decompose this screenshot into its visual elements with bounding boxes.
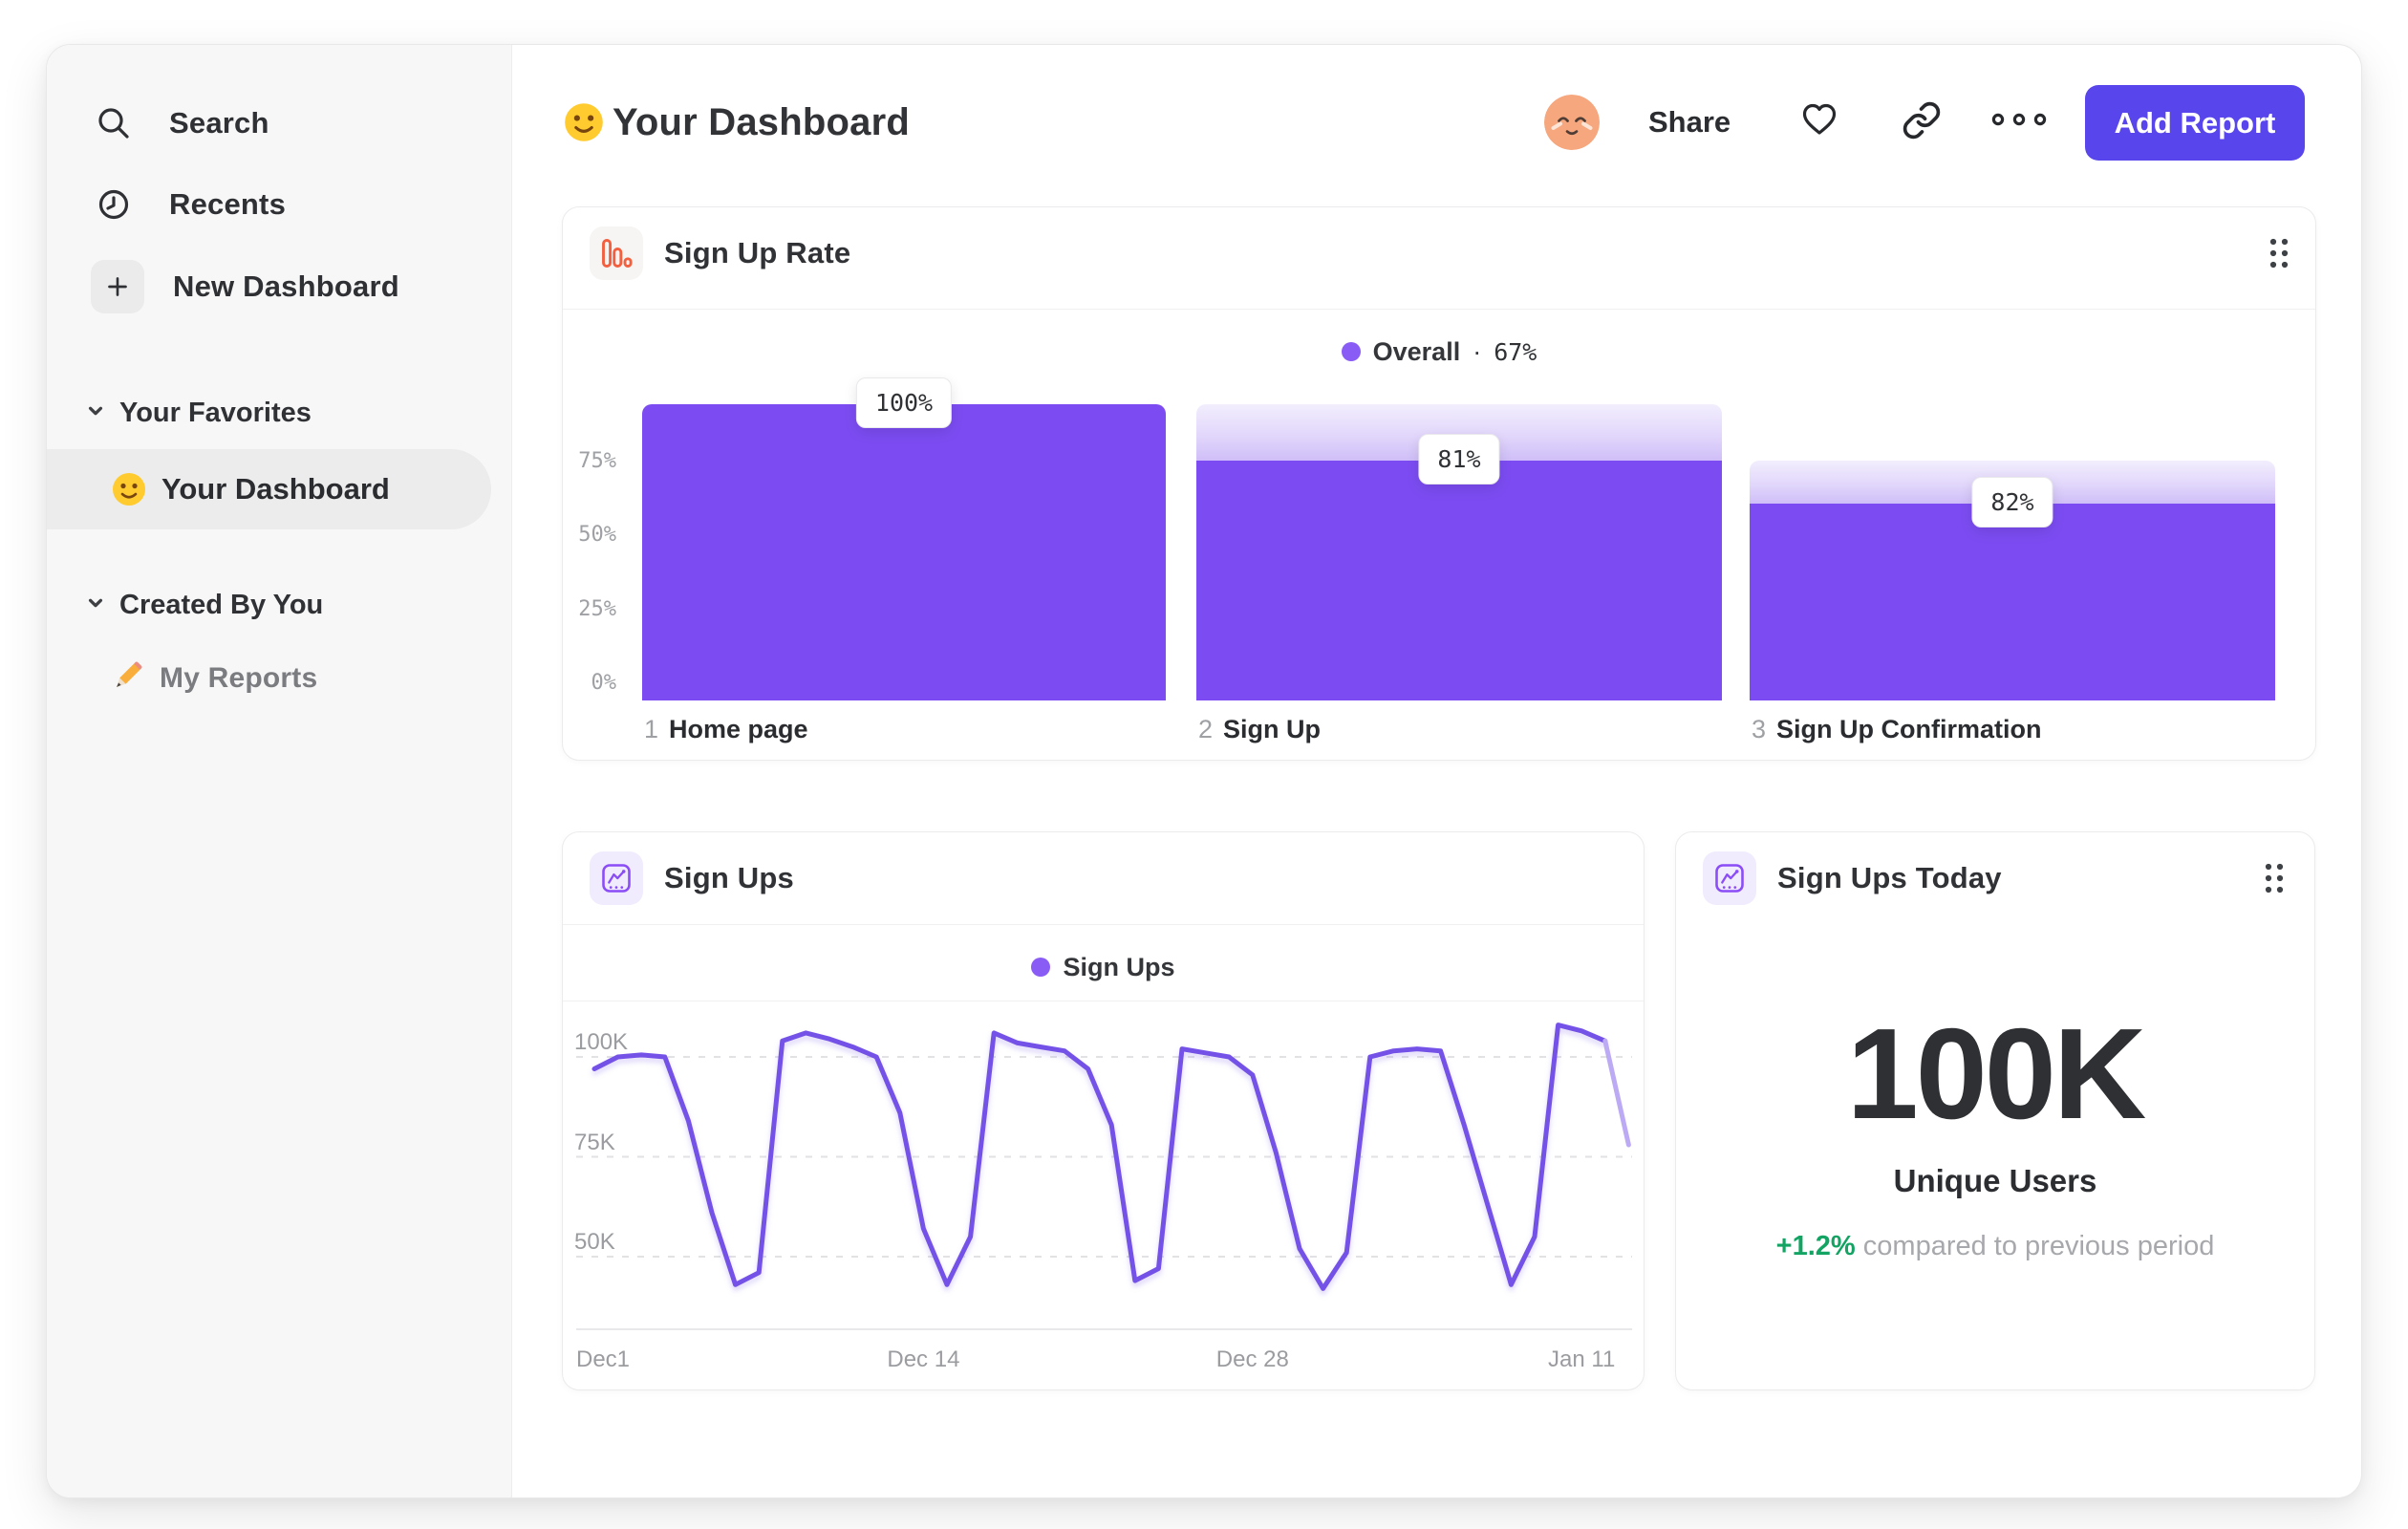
big-number-delta-row: +1.2% compared to previous period xyxy=(1676,1229,2314,1263)
signups-line-svg xyxy=(576,1023,1632,1330)
funnel-value-tooltip: 82% xyxy=(1971,477,2053,528)
sidebar-section-your-favorites[interactable]: Your Favorites xyxy=(83,390,312,436)
x-axis-tick-label: Dec 14 xyxy=(887,1346,960,1372)
delta-note: compared to previous period xyxy=(1862,1231,2215,1261)
card-title: Sign Ups Today xyxy=(1777,861,2002,894)
plus-icon xyxy=(91,260,144,313)
step-name: Sign Up Confirmation xyxy=(1776,715,2042,743)
delta-value: +1.2% xyxy=(1775,1231,1856,1261)
sidebar-item-label: My Reports xyxy=(160,662,318,694)
step-number: 1 xyxy=(644,715,659,743)
add-report-button[interactable]: Add Report xyxy=(2085,85,2305,161)
step-name: Sign Up xyxy=(1223,715,1322,743)
card-sign-ups: Sign Ups Sign Ups 100K 75K 50K Dec1 Dec 14 De… xyxy=(562,831,1645,1390)
line-legend: Sign Ups xyxy=(563,953,1644,981)
drag-handle-icon[interactable] xyxy=(2256,230,2302,276)
sidebar-item-recents[interactable]: Recents xyxy=(93,178,286,231)
section-title: Created By You xyxy=(119,589,324,620)
sidebar-item-your-dashboard[interactable]: Your Dashboard xyxy=(47,449,491,529)
card-sign-up-rate: Sign Up Rate Overall · 67% 75% 50% 25% 0% 1… xyxy=(562,206,2316,761)
legend-dot-icon xyxy=(1031,958,1051,977)
sidebar-item-new-dashboard[interactable]: New Dashboard xyxy=(91,259,399,314)
funnel-value-tooltip: 100% xyxy=(855,377,953,428)
x-axis-tick-label: Dec1 xyxy=(576,1346,631,1372)
smiley-emoji-icon xyxy=(110,470,148,508)
funnel-step-label: 1 Home page xyxy=(644,715,808,744)
x-axis-tick-label: Dec 28 xyxy=(1215,1346,1289,1372)
sidebar-item-label: Your Dashboard xyxy=(161,472,390,506)
legend-value: 67% xyxy=(1494,337,1537,366)
avatar[interactable] xyxy=(1544,95,1600,150)
drag-handle-icon[interactable] xyxy=(2251,855,2297,901)
y-axis-tick-label: 0% xyxy=(591,671,617,695)
card-title: Sign Ups xyxy=(664,861,794,894)
funnel-legend: Overall · 67% xyxy=(563,337,2315,366)
big-number-value: 100K xyxy=(1846,1001,2147,1146)
sidebar: Search Recents New Dashboard Your Favori… xyxy=(47,45,512,1497)
pencil-emoji-icon xyxy=(108,657,146,700)
heart-icon xyxy=(1798,98,1840,145)
line-chart-icon xyxy=(590,851,643,905)
copy-link-button[interactable] xyxy=(1900,100,1944,144)
funnel-bar[interactable]: 81% xyxy=(1196,404,1722,700)
sidebar-item-label: New Dashboard xyxy=(173,269,399,303)
step-number: 3 xyxy=(1752,715,1767,743)
sidebar-section-created-by-you[interactable]: Created By You xyxy=(83,582,323,628)
card-sign-ups-today: Sign Ups Today 100K Unique Users +1.2% c… xyxy=(1675,831,2315,1390)
more-options-button[interactable] xyxy=(1988,108,2051,135)
funnel-step-label: 3 Sign Up Confirmation xyxy=(1752,715,2042,744)
share-button[interactable]: Share xyxy=(1648,105,1731,139)
funnel-bar[interactable]: 82% xyxy=(1750,404,2275,700)
app-window: Search Recents New Dashboard Your Favori… xyxy=(46,44,2362,1498)
y-axis-tick-label: 75K xyxy=(574,1129,615,1155)
funnel-value-tooltip: 81% xyxy=(1418,433,1500,485)
search-icon xyxy=(93,102,135,144)
sidebar-item-label: Search xyxy=(169,106,269,140)
funnel-step-labels: 1 Home page 2 Sign Up 3 Sign Up Confirmation xyxy=(642,715,2275,747)
funnel-bar-fill xyxy=(1750,504,2275,700)
y-axis-tick-label: 75% xyxy=(578,448,616,473)
y-axis-tick-label: 100K xyxy=(574,1029,629,1055)
legend-dot-icon xyxy=(1341,342,1361,361)
card-title: Sign Up Rate xyxy=(664,236,851,269)
funnel-bars: 100% 81% 82% xyxy=(642,377,2275,700)
favorite-heart-button[interactable] xyxy=(1796,98,1842,144)
signups-line-plot: 100K 75K 50K Dec1 Dec 14 Dec 28 Jan 11 xyxy=(563,832,1644,1389)
funnel-bar-fill xyxy=(1196,460,1722,700)
y-axis-tick-label: 50K xyxy=(574,1229,615,1255)
big-number-label: Unique Users xyxy=(1893,1163,2097,1198)
x-axis-tick-label: Jan 11 xyxy=(1548,1346,1616,1372)
clock-icon xyxy=(93,183,135,226)
step-number: 2 xyxy=(1198,715,1214,743)
funnel-bar-fill xyxy=(642,404,1166,700)
ellipsis-icon xyxy=(1989,110,2050,134)
step-name: Home page xyxy=(669,715,808,743)
legend-label: Overall xyxy=(1372,336,1461,366)
page-title: Your Dashboard xyxy=(613,101,910,143)
divider xyxy=(563,924,1644,925)
legend-label: Sign Ups xyxy=(1063,952,1175,981)
legend-separator: · xyxy=(1473,336,1482,366)
section-title: Your Favorites xyxy=(119,397,312,428)
chevron-down-icon xyxy=(83,591,108,620)
y-axis-tick-label: 50% xyxy=(578,523,616,547)
funnel-bar[interactable]: 100% xyxy=(642,377,1166,700)
dashboard-title-emoji-icon xyxy=(563,101,605,143)
sidebar-item-my-reports[interactable]: My Reports xyxy=(108,652,317,705)
sidebar-item-search[interactable]: Search xyxy=(93,97,269,150)
funnel-chart-icon xyxy=(590,226,643,280)
y-axis-tick-label: 25% xyxy=(578,596,616,621)
sidebar-item-label: Recents xyxy=(169,187,287,221)
line-chart-icon xyxy=(1703,851,1756,905)
funnel-step-label: 2 Sign Up xyxy=(1198,715,1321,744)
link-icon xyxy=(1902,100,1942,145)
chevron-down-icon xyxy=(83,398,108,428)
divider xyxy=(563,309,2315,310)
